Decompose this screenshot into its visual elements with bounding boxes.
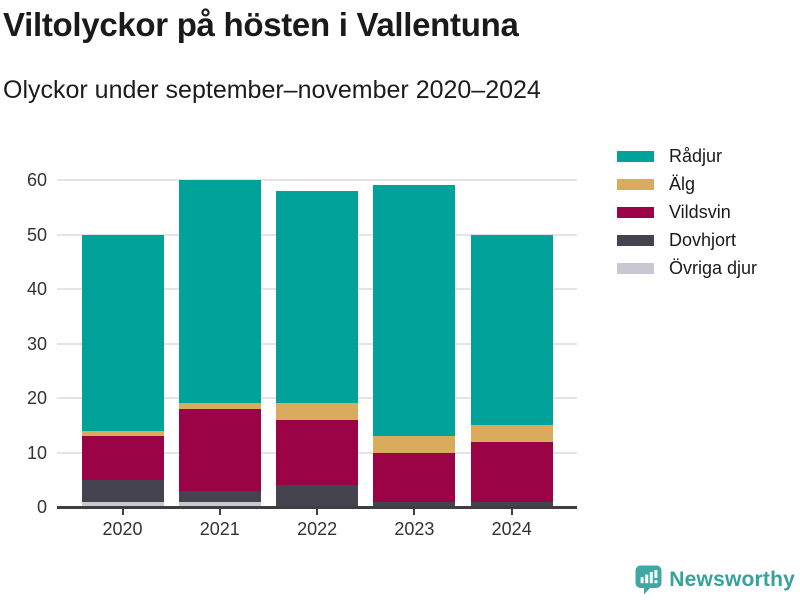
bar-segment-2020--lg bbox=[81, 430, 164, 437]
legend-item-ovriga-djur: Övriga djur bbox=[617, 258, 757, 279]
y-axis-label-10: 10 bbox=[26, 442, 47, 463]
bar-segment-2023-vildsvin bbox=[373, 452, 456, 502]
bar-2023 bbox=[373, 180, 456, 507]
bar-segment-2020-r-djur bbox=[81, 234, 164, 431]
bar-segment-2023--lg bbox=[373, 436, 456, 453]
x-axis-line bbox=[57, 506, 577, 509]
legend-swatch-vildsvin bbox=[617, 207, 654, 218]
y-axis-label-40: 40 bbox=[26, 279, 47, 299]
bar-segment-2021-vildsvin bbox=[178, 408, 261, 491]
newsworthy-logo: Newsworthy bbox=[635, 565, 795, 595]
legend-swatch-ovriga-djur bbox=[617, 263, 654, 274]
gridline-60 bbox=[57, 179, 577, 181]
bar-2024 bbox=[470, 180, 553, 507]
legend-item-dovhjort: Dovhjort bbox=[617, 230, 757, 251]
legend-label: Dovhjort bbox=[669, 230, 737, 250]
legend-item-alg: Älg bbox=[617, 174, 757, 195]
brand-name: Newsworthy bbox=[669, 568, 795, 591]
legend-label: Älg bbox=[669, 174, 696, 194]
bar-segment-2020-vildsvin bbox=[81, 436, 164, 480]
bar-segment-2021--vriga-djur bbox=[178, 501, 261, 507]
bar-segment-2024-r-djur bbox=[470, 234, 553, 426]
x-axis-tick-2021 bbox=[218, 508, 221, 515]
bar-segment-2023-dovhjort bbox=[373, 501, 456, 507]
bar-2020 bbox=[81, 180, 164, 507]
legend-swatch-alg bbox=[617, 179, 654, 190]
bar-segment-2024-vildsvin bbox=[470, 441, 553, 502]
x-axis-label-2024: 2024 bbox=[491, 519, 532, 539]
bar-segment-2021--lg bbox=[178, 403, 261, 409]
x-axis-label-2023: 2023 bbox=[394, 519, 435, 539]
x-axis-label-2020: 2020 bbox=[102, 519, 143, 539]
legend-item-radjur: Rådjur bbox=[617, 146, 757, 167]
bar-2022 bbox=[276, 180, 359, 507]
bar-segment-2021-r-djur bbox=[178, 180, 261, 404]
bar-segment-2023-r-djur bbox=[373, 185, 456, 437]
bar-segment-2022--lg bbox=[276, 403, 359, 420]
legend-label: Rådjur bbox=[669, 146, 723, 166]
chart-legend: Rådjur Älg Vildsvin Dovhjort Övriga djur bbox=[617, 146, 757, 279]
bar-segment-2020-dovhjort bbox=[81, 479, 164, 502]
y-axis-label-30: 30 bbox=[26, 333, 47, 354]
legend-label: Övriga djur bbox=[669, 258, 758, 278]
bar-segment-2022-dovhjort bbox=[276, 485, 359, 507]
bar-segment-2024-dovhjort bbox=[470, 501, 553, 507]
bar-segment-2020--vriga-djur bbox=[81, 501, 164, 507]
legend-label: Vildsvin bbox=[669, 202, 731, 222]
x-axis-label-2022: 2022 bbox=[297, 519, 338, 539]
y-axis-label-0: 0 bbox=[36, 497, 47, 517]
bar-2021 bbox=[178, 180, 261, 507]
page-title: Viltolyckor på hösten i Vallentuna bbox=[3, 6, 519, 43]
chart-plot-area: 2020 2021 2022 2023 2024 bbox=[57, 179, 577, 539]
bar-segment-2024--lg bbox=[470, 425, 553, 442]
bar-chart-speech-bubble-icon bbox=[635, 565, 662, 595]
bar-segment-2021-dovhjort bbox=[178, 490, 261, 502]
x-axis-tick-2023 bbox=[413, 508, 416, 515]
y-axis-label-60: 60 bbox=[26, 170, 47, 190]
legend-swatch-dovhjort bbox=[617, 235, 654, 246]
y-axis-label-20: 20 bbox=[26, 388, 47, 408]
y-axis-label-50: 50 bbox=[26, 224, 47, 245]
legend-item-vildsvin: Vildsvin bbox=[617, 202, 757, 223]
x-axis-tick-2022 bbox=[316, 508, 319, 515]
legend-swatch-radjur bbox=[617, 151, 654, 162]
x-axis-tick-2020 bbox=[121, 508, 124, 515]
bar-segment-2022-vildsvin bbox=[276, 419, 359, 486]
x-axis-tick-2024 bbox=[510, 508, 513, 515]
bar-segment-2022-r-djur bbox=[276, 190, 359, 404]
page-subtitle: Olyckor under september–november 2020–20… bbox=[3, 76, 541, 104]
x-axis-label-2021: 2021 bbox=[199, 519, 240, 539]
